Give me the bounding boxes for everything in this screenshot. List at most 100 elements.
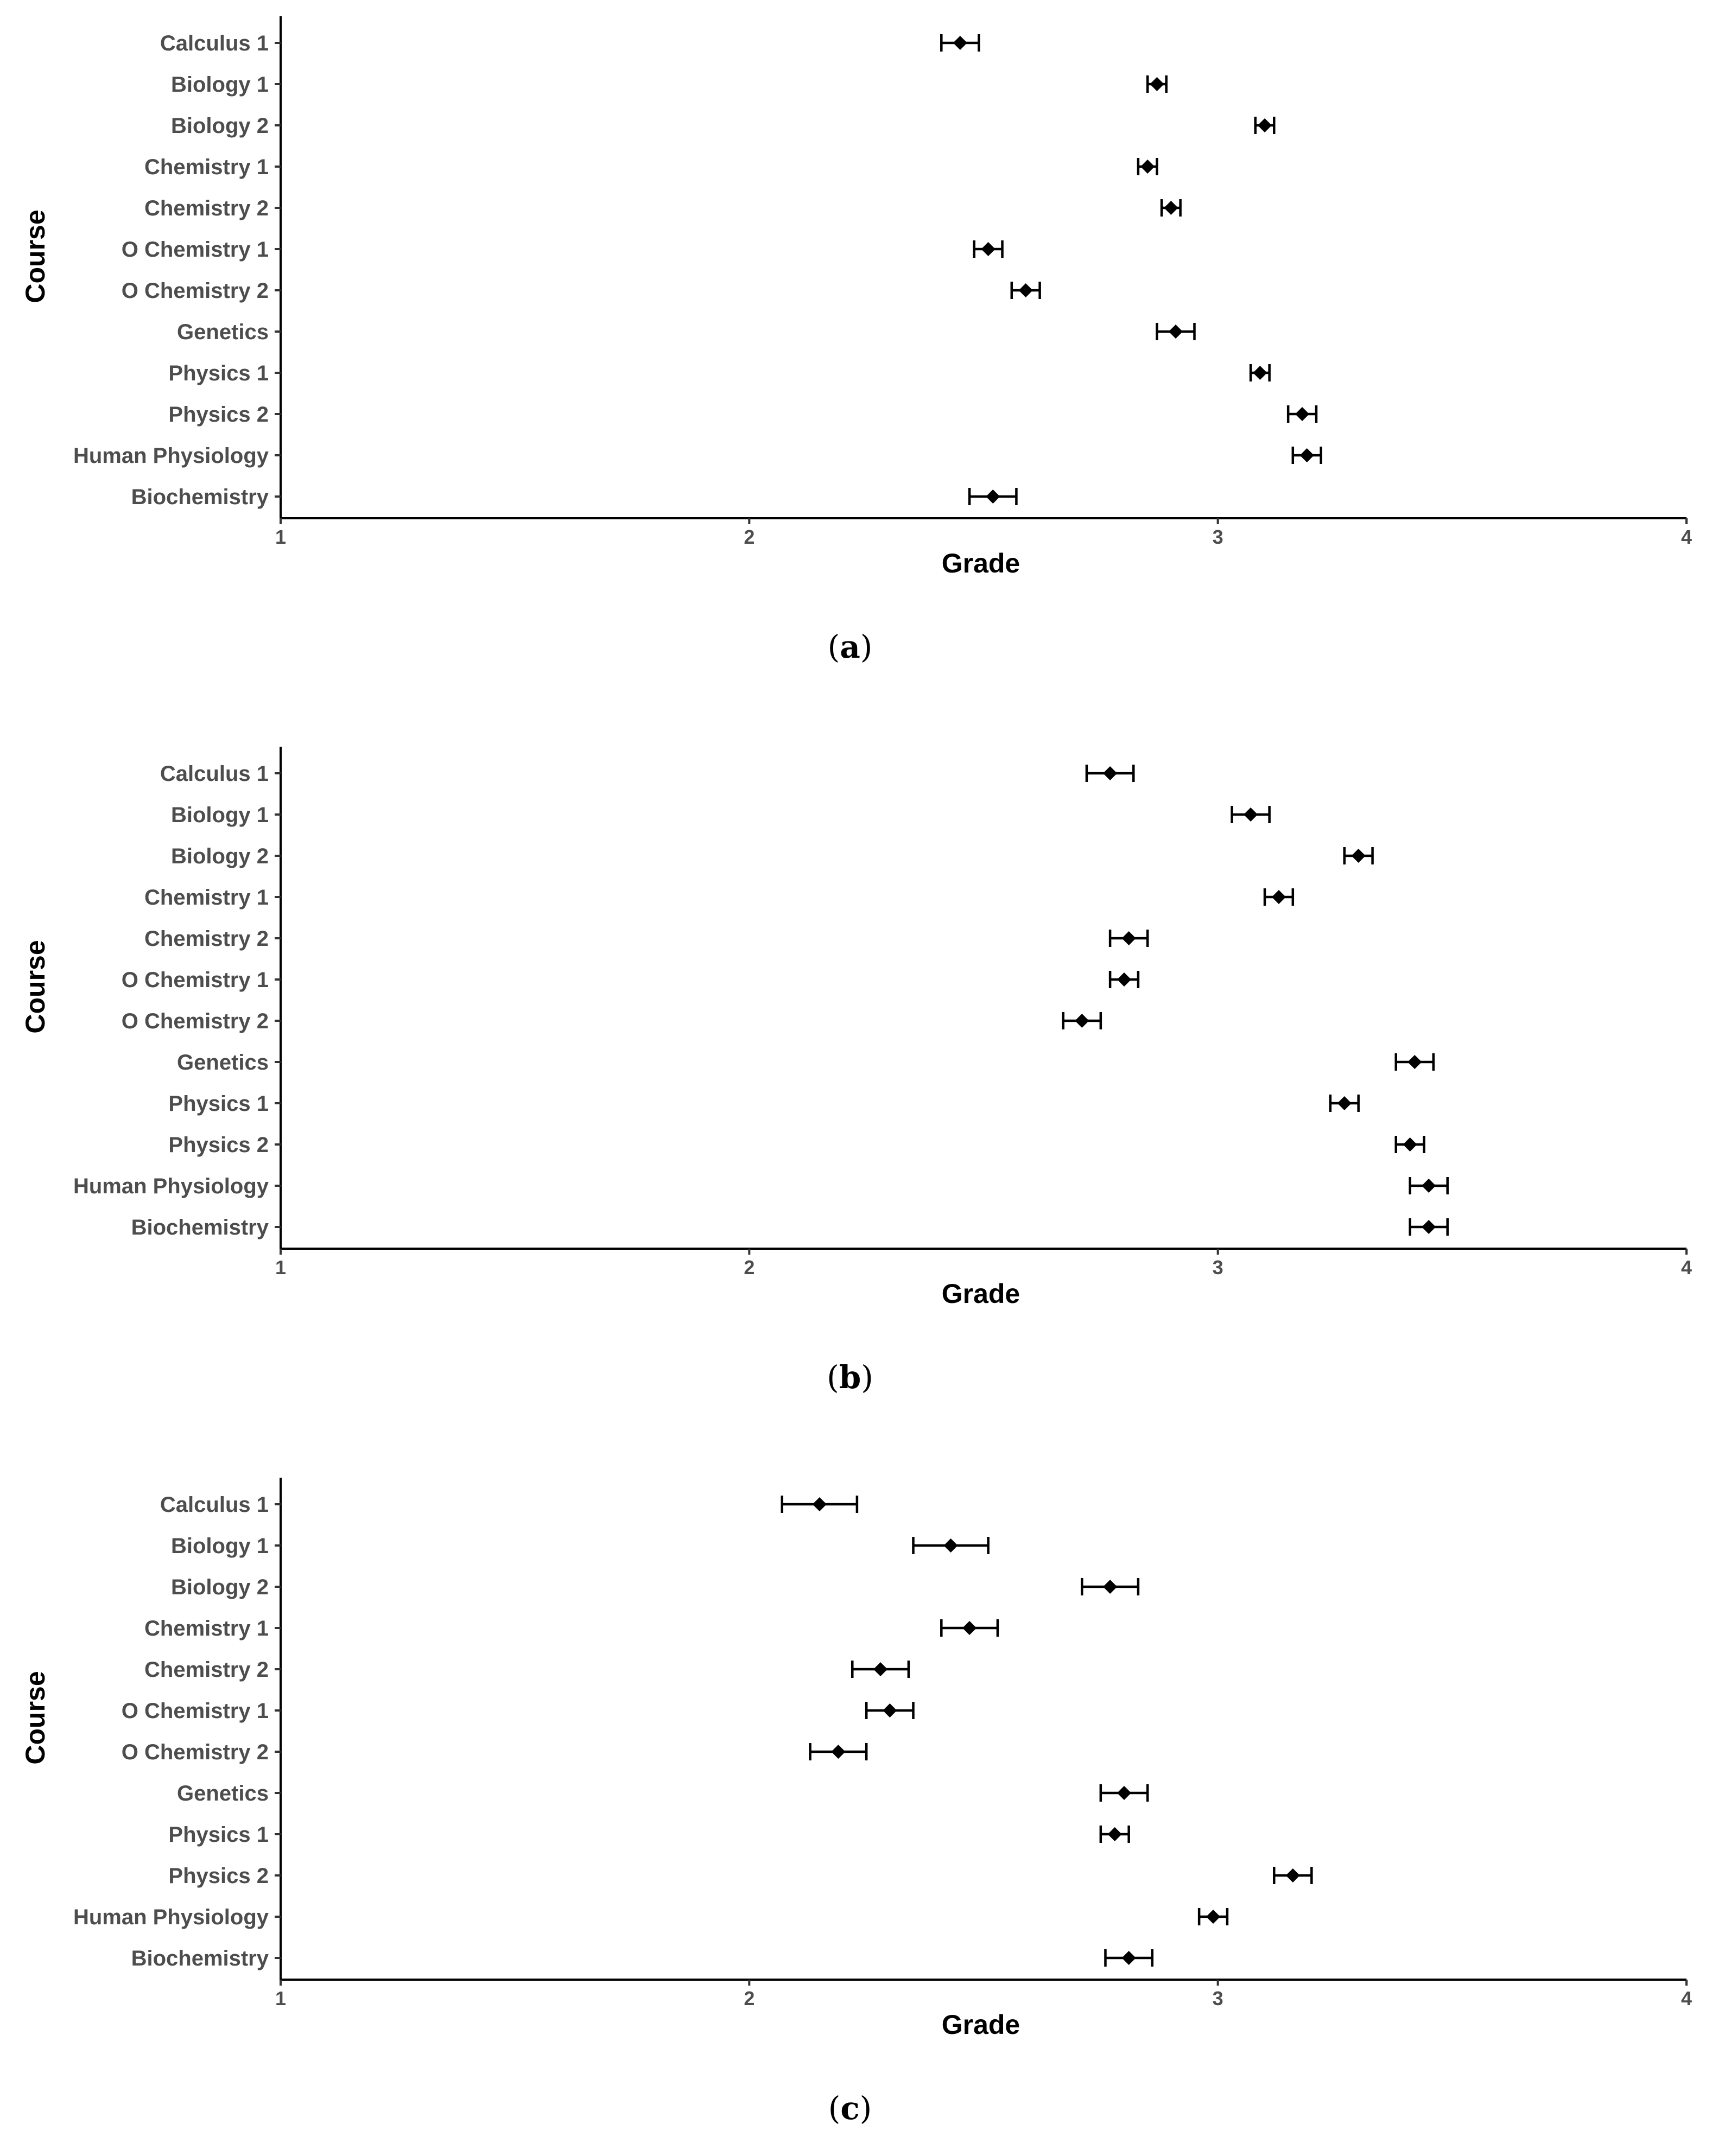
x-tick-label-4: 4 (1681, 1987, 1692, 2009)
point-chemistry-1 (1140, 160, 1155, 174)
y-tick-label-physics-1: Physics 1 (168, 1092, 269, 1116)
panel-label-close: ) (860, 628, 873, 665)
y-tick-label-chemistry-2: Chemistry 2 (144, 196, 269, 220)
y-tick-label-physics-1: Physics 1 (168, 1823, 269, 1847)
x-tick-label-1: 1 (275, 526, 286, 548)
point-o-chemistry-1 (883, 1703, 897, 1718)
y-tick-label-calculus-1: Calculus 1 (160, 762, 269, 786)
point-physics-2 (1295, 407, 1310, 421)
y-tick-label-biology-1: Biology 1 (171, 73, 269, 97)
point-chemistry-2 (1121, 931, 1136, 945)
y-tick-label-biology-2: Biology 2 (171, 114, 269, 138)
point-genetics (1168, 325, 1183, 339)
y-tick-label-biology-1: Biology 1 (171, 803, 269, 827)
point-biology-1 (1244, 807, 1258, 822)
y-axis-title: Course (20, 209, 50, 303)
y-tick-label-chemistry-2: Chemistry 2 (144, 927, 269, 951)
x-tick-label-2: 2 (744, 526, 754, 548)
panel-label: (c) (828, 2090, 872, 2127)
point-human-physiology (1206, 1910, 1221, 1924)
panel-label-letter: b (839, 1359, 861, 1396)
y-tick-label-chemistry-1: Chemistry 1 (144, 155, 269, 179)
point-genetics (1117, 1786, 1131, 1800)
y-axis-title: Course (20, 1671, 50, 1764)
y-tick-label-biology-1: Biology 1 (171, 1534, 269, 1558)
chart-panel-3: Calculus 1 Biology 1 Biology 2 Chemistry 1 C… (20, 1478, 1692, 2127)
y-tick-label-o-chemistry-1: O Chemistry 1 (122, 1699, 269, 1723)
y-tick-label-biochemistry: Biochemistry (131, 485, 269, 509)
chart-panel-1: Calculus 1 Biology 1 Biology 2 Chemistry 1 C… (20, 16, 1692, 665)
x-axis-title: Grade (942, 2009, 1020, 2040)
point-chemistry-1 (962, 1621, 977, 1635)
point-chemistry-1 (1271, 890, 1286, 904)
x-tick-label-4: 4 (1681, 1256, 1692, 1279)
point-physics-2 (1285, 1868, 1300, 1882)
point-physics-1 (1107, 1827, 1122, 1841)
panel-label: (b) (827, 1359, 873, 1396)
point-calculus-1 (812, 1497, 827, 1511)
y-tick-label-physics-2: Physics 2 (168, 403, 269, 427)
x-tick-label-1: 1 (275, 1256, 286, 1279)
panel-label-letter: a (840, 628, 860, 665)
point-physics-1 (1337, 1096, 1352, 1110)
panel-label-open: ( (828, 628, 840, 665)
x-axis-title: Grade (942, 548, 1020, 578)
y-tick-label-biology-2: Biology 2 (171, 1575, 269, 1599)
y-tick-label-biochemistry: Biochemistry (131, 1216, 269, 1239)
y-tick-label-calculus-1: Calculus 1 (160, 1493, 269, 1517)
point-o-chemistry-2 (1075, 1014, 1089, 1028)
point-o-chemistry-2 (831, 1745, 846, 1759)
panel-label-open: ( (828, 2090, 841, 2127)
point-chemistry-2 (1164, 201, 1178, 215)
y-tick-label-genetics: Genetics (177, 320, 269, 344)
y-tick-label-o-chemistry-2: O Chemistry 2 (122, 1009, 269, 1033)
y-tick-label-o-chemistry-2: O Chemistry 2 (122, 1740, 269, 1764)
point-calculus-1 (953, 36, 967, 50)
y-axis-title: Course (20, 940, 50, 1033)
point-o-chemistry-1 (981, 242, 996, 256)
point-human-physiology (1299, 448, 1314, 462)
x-axis-title: Grade (942, 1279, 1020, 1309)
y-tick-label-chemistry-1: Chemistry 1 (144, 1617, 269, 1640)
x-tick-label-4: 4 (1681, 526, 1692, 548)
y-tick-label-calculus-1: Calculus 1 (160, 31, 269, 55)
point-human-physiology (1422, 1179, 1436, 1193)
x-tick-label-1: 1 (275, 1987, 286, 2009)
y-tick-label-o-chemistry-2: O Chemistry 2 (122, 279, 269, 303)
point-physics-2 (1403, 1137, 1417, 1152)
panel-label: (a) (828, 628, 873, 665)
point-biology-2 (1351, 849, 1366, 863)
x-tick-label-2: 2 (744, 1987, 754, 2009)
point-biochemistry (1422, 1220, 1436, 1234)
x-tick-label-2: 2 (744, 1256, 754, 1279)
panel-label-close: ) (861, 1359, 873, 1396)
x-tick-label-3: 3 (1213, 1256, 1223, 1279)
point-biochemistry (1121, 1951, 1136, 1965)
x-tick-label-3: 3 (1213, 1987, 1223, 2009)
y-tick-label-genetics: Genetics (177, 1782, 269, 1805)
point-chemistry-2 (873, 1662, 888, 1676)
y-tick-label-o-chemistry-1: O Chemistry 1 (122, 968, 269, 992)
y-tick-label-physics-2: Physics 2 (168, 1133, 269, 1157)
point-biochemistry (986, 489, 1000, 504)
point-biology-2 (1103, 1580, 1118, 1594)
point-biology-1 (1150, 77, 1164, 91)
chart-panel-2: Calculus 1 Biology 1 Biology 2 Chemistry 1 C… (20, 747, 1692, 1396)
y-tick-label-biochemistry: Biochemistry (131, 1947, 269, 1970)
panel-label-close: ) (860, 2090, 872, 2127)
y-tick-label-o-chemistry-1: O Chemistry 1 (122, 238, 269, 262)
y-tick-label-physics-1: Physics 1 (168, 361, 269, 385)
y-tick-label-human-physiology: Human Physiology (73, 1905, 269, 1929)
y-tick-label-chemistry-2: Chemistry 2 (144, 1658, 269, 1682)
point-o-chemistry-1 (1117, 972, 1131, 987)
x-tick-label-3: 3 (1213, 526, 1223, 548)
y-tick-label-human-physiology: Human Physiology (73, 1174, 269, 1198)
y-tick-label-chemistry-1: Chemistry 1 (144, 886, 269, 910)
y-tick-label-genetics: Genetics (177, 1051, 269, 1074)
point-biology-1 (943, 1538, 958, 1553)
point-calculus-1 (1103, 766, 1118, 780)
y-tick-label-human-physiology: Human Physiology (73, 444, 269, 468)
point-genetics (1407, 1055, 1422, 1069)
panel-label-open: ( (827, 1359, 839, 1396)
